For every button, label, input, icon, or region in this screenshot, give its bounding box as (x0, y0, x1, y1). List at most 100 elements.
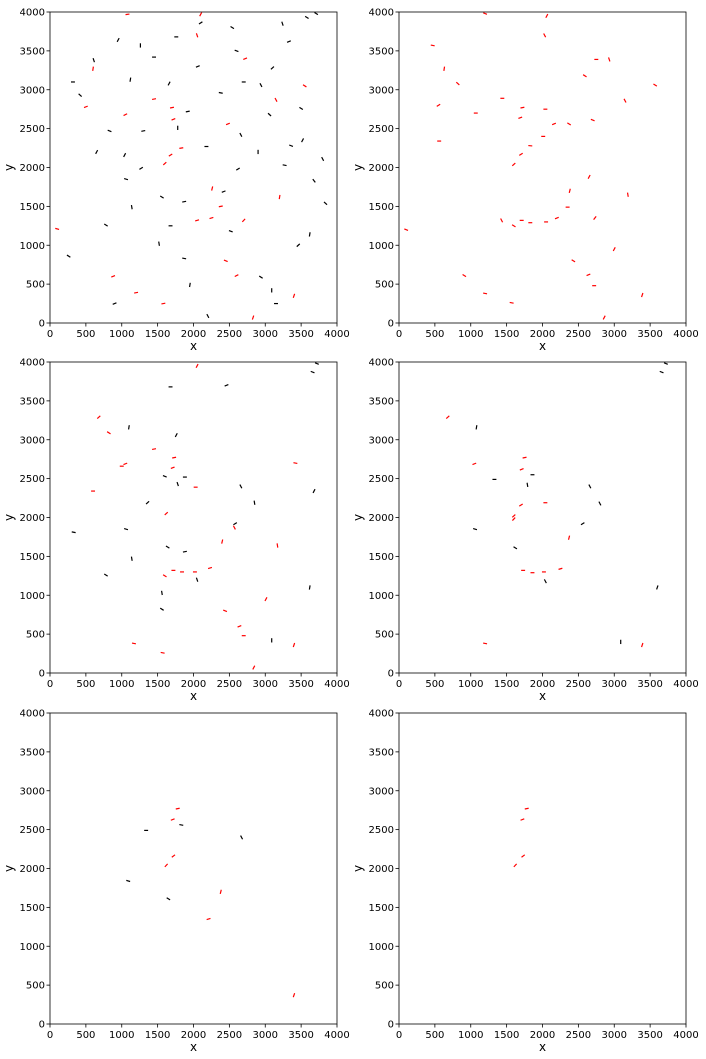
segment-mark (520, 818, 525, 821)
segment-mark (545, 13, 549, 19)
segment-mark (281, 21, 284, 26)
y-tick-label: 2000 (20, 513, 45, 524)
segment-mark (232, 525, 236, 530)
x-tick-label: 500 (425, 679, 444, 690)
segment-mark (310, 370, 315, 374)
x-tick-label: 1000 (458, 679, 483, 690)
segment-mark (241, 218, 246, 223)
x-tick-label: 1000 (458, 329, 483, 340)
x-axis-label: x (539, 689, 546, 703)
segment-mark (304, 15, 309, 20)
segment-mark (139, 166, 144, 170)
segment-mark (172, 456, 177, 459)
x-tick-label: 1500 (494, 1030, 519, 1041)
segment-mark (168, 153, 173, 157)
x-tick-label: 500 (425, 329, 444, 340)
segment-mark (656, 585, 659, 590)
y-tick-label: 0 (39, 669, 45, 680)
segment-mark (445, 415, 450, 420)
segment-mark (588, 484, 592, 489)
segment-mark (158, 241, 160, 246)
x-axis-label: x (190, 1040, 197, 1054)
segment-mark (522, 456, 527, 459)
y-tick-label: 2000 (20, 163, 45, 174)
segment-mark (568, 188, 571, 194)
segment-mark (264, 597, 268, 602)
segment-mark (112, 302, 117, 305)
x-tick-label: 0 (47, 679, 53, 690)
x-tick-label: 0 (396, 329, 402, 340)
segment-mark (274, 97, 278, 102)
segment-mark (308, 585, 311, 590)
segment-mark (209, 216, 214, 220)
segment-mark (239, 484, 243, 489)
segment-mark (598, 501, 602, 506)
segment-mark (276, 543, 279, 548)
segment-mark (159, 607, 164, 611)
segment-mark (83, 105, 88, 109)
x-tick-label: 2500 (566, 679, 591, 690)
segment-mark (567, 122, 572, 126)
x-axis-label: x (190, 339, 197, 353)
segment-mark (151, 448, 157, 451)
y-tick-label: 4000 (369, 709, 394, 720)
segment-mark (228, 229, 233, 233)
segment-mark (509, 301, 514, 304)
segment-mark (199, 12, 203, 17)
x-tick-label: 2000 (530, 329, 555, 340)
segment-mark (111, 275, 116, 278)
y-tick-label: 0 (388, 669, 394, 680)
x-tick-label: 2500 (566, 1030, 591, 1041)
y-tick-label: 1500 (20, 202, 45, 213)
y-tick-label: 1000 (369, 591, 394, 602)
segment-mark (462, 273, 467, 278)
segment-mark (518, 116, 523, 120)
segment-mark (475, 425, 478, 430)
segment-mark (179, 147, 184, 149)
y-tick-label: 1500 (369, 903, 394, 914)
segment-mark (602, 315, 606, 320)
segment-mark (230, 25, 235, 30)
segment-mark (195, 363, 199, 369)
y-tick-label: 1000 (20, 591, 45, 602)
x-tick-label: 3500 (288, 1030, 313, 1041)
y-axis-label: y (2, 164, 16, 171)
y-tick-label: 2000 (369, 864, 394, 875)
y-tick-label: 2500 (369, 825, 394, 836)
segment-mark (455, 81, 460, 86)
segment-mark (78, 93, 83, 98)
x-tick-label: 1000 (109, 679, 134, 690)
segment-mark (312, 178, 316, 183)
y-tick-label: 2500 (20, 124, 45, 135)
segment-mark (270, 66, 275, 70)
segment-mark (443, 66, 446, 71)
x-tick-label: 3500 (288, 679, 313, 690)
y-tick-label: 4000 (20, 8, 45, 19)
y-tick-label: 2500 (369, 124, 394, 135)
segment-mark (472, 528, 478, 531)
x-tick-label: 1500 (145, 329, 170, 340)
segment-mark (55, 227, 60, 231)
y-tick-label: 1000 (20, 241, 45, 252)
y-tick-label: 3000 (369, 85, 394, 96)
x-tick-label: 2500 (217, 679, 242, 690)
segment-mark (123, 113, 128, 117)
segment-mark (92, 66, 94, 71)
segment-mark (223, 259, 228, 263)
y-tick-label: 500 (375, 630, 394, 641)
x-tick-label: 3000 (253, 1030, 278, 1041)
y-axis-label: y (351, 514, 365, 521)
segment-mark (239, 132, 243, 137)
x-axis-label: x (539, 1040, 546, 1054)
segment-mark (107, 129, 112, 133)
segment-mark (278, 194, 281, 200)
axes-frame (398, 712, 687, 1025)
segment-marks (445, 362, 668, 648)
segment-mark (170, 818, 175, 821)
y-tick-label: 1500 (20, 903, 45, 914)
segment-mark (233, 522, 238, 526)
segment-marks (55, 12, 328, 320)
x-tick-label: 0 (47, 329, 53, 340)
y-tick-label: 3500 (20, 747, 45, 758)
segment-mark (169, 106, 175, 109)
